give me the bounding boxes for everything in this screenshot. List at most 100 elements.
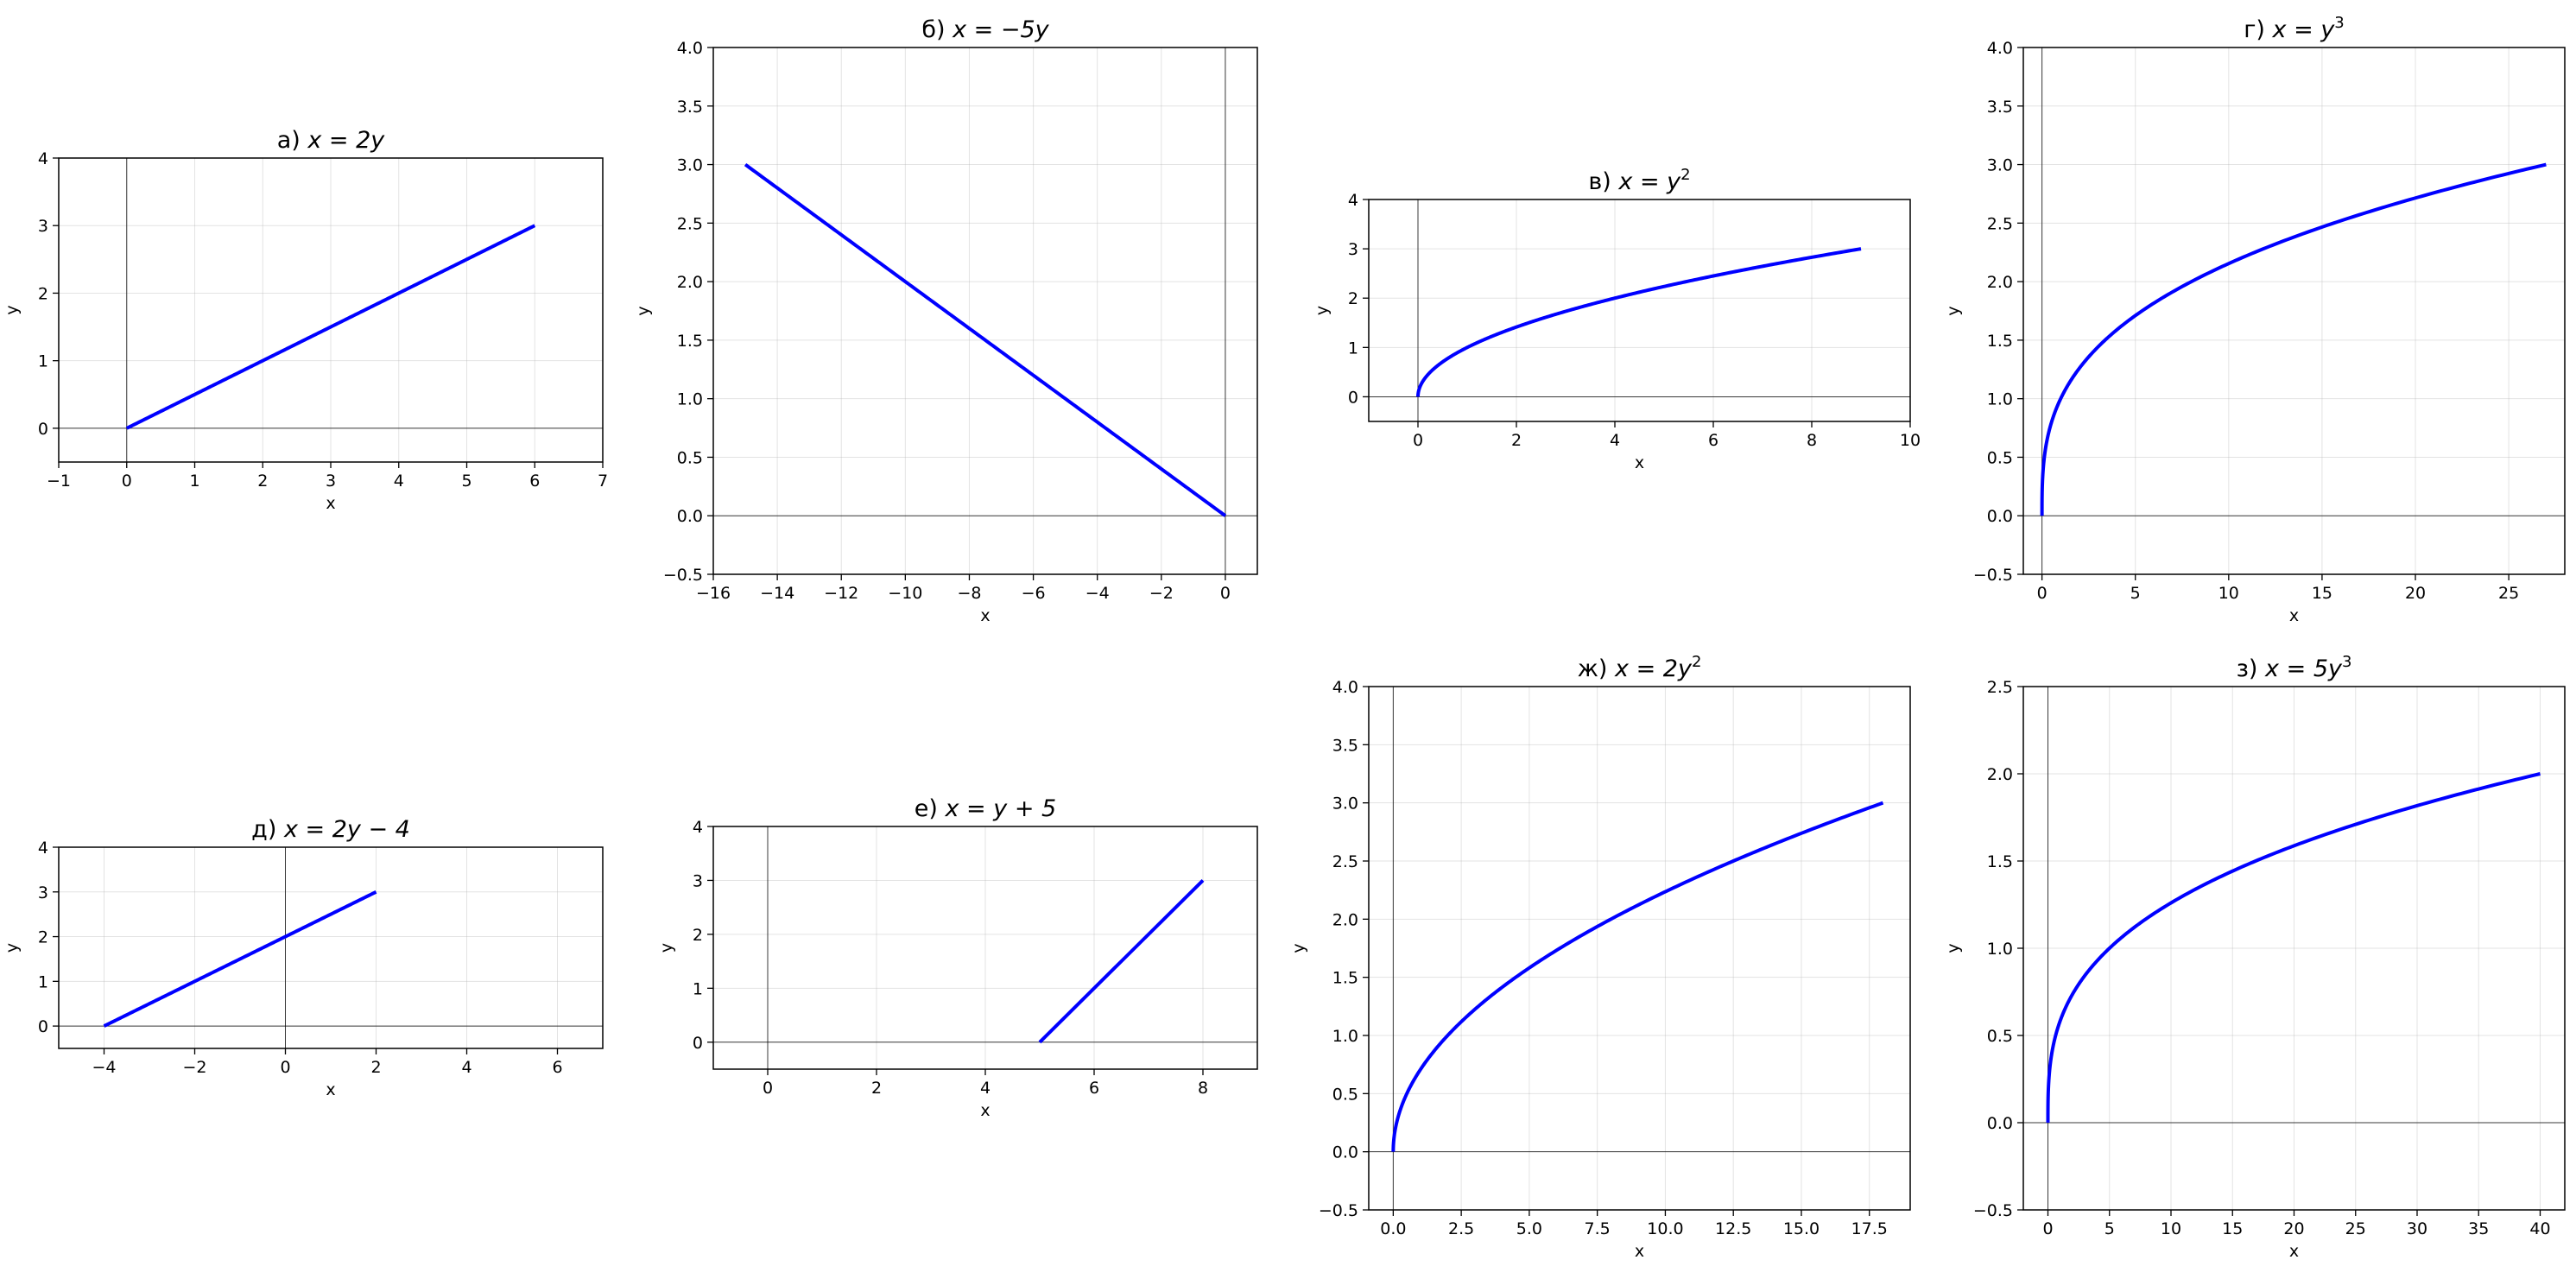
y-tick-label: 3.0 — [1332, 795, 1358, 814]
x-tick-label: 0 — [1220, 584, 1231, 603]
plot-frame — [712, 47, 1258, 575]
y-tick-label: 1.0 — [677, 390, 703, 409]
y-tick-label: −0.5 — [663, 566, 703, 585]
x-tick-label: 10 — [1900, 431, 1921, 450]
y-tick-label: 3 — [38, 883, 48, 902]
x-tick-label: 30 — [2407, 1219, 2427, 1238]
title-math: x = y — [1617, 168, 1681, 195]
x-tick-label: 5 — [2104, 1219, 2115, 1238]
x-tick-label: 2 — [257, 472, 268, 491]
title-math: x = 2y — [1614, 655, 1693, 682]
x-tick-label: 5 — [2130, 584, 2141, 603]
series-line — [1391, 801, 1884, 1152]
y-tick-label: 3.0 — [1987, 156, 2013, 175]
x-axis-label: x — [2289, 606, 2299, 625]
y-tick-label: 2.0 — [1987, 273, 2013, 292]
series-line — [744, 162, 1227, 517]
y-axis-label: y — [657, 943, 676, 953]
x-tick-label: 4 — [980, 1079, 991, 1098]
panel-5: −4 −2 0 2 4 6 0 1 2 3 4 x y д) x = 2y − 4 — [3, 816, 604, 1099]
y-tick-label: 3.5 — [677, 98, 703, 117]
x-tick-label: −4 — [92, 1058, 116, 1077]
y-tick-label: 1.0 — [1987, 390, 2013, 409]
title-prefix: ж) — [1578, 655, 1615, 682]
series-line — [1038, 879, 1205, 1044]
title-exponent: 2 — [1680, 166, 1690, 184]
y-axis-label: y — [1313, 306, 1332, 315]
series-line — [1416, 247, 1862, 397]
y-axis-label: y — [1944, 306, 1963, 315]
y-tick-label: 2 — [693, 926, 703, 945]
title-prefix: б) — [921, 16, 953, 43]
x-tick-label: 10.0 — [1647, 1219, 1683, 1238]
plot-frame — [1368, 199, 1911, 422]
y-tick-label: 1.5 — [1332, 969, 1358, 988]
x-tick-label: 17.5 — [1851, 1219, 1888, 1238]
title-prefix: а) — [277, 127, 308, 154]
y-tick-label: 1 — [38, 352, 48, 371]
x-tick-label: 7.5 — [1585, 1219, 1611, 1238]
panel-6: 0 2 4 6 8 0 1 2 3 4 x y е) x = y + 5 — [657, 795, 1258, 1120]
x-tick-label: −16 — [696, 584, 731, 603]
title-exponent: 2 — [1692, 653, 1701, 671]
y-tick-label: 4 — [1348, 191, 1358, 210]
y-tick-label: 2 — [38, 284, 48, 303]
x-tick-label: 2 — [1511, 431, 1522, 450]
x-tick-label: 25 — [2498, 584, 2519, 603]
y-tick-label: 4 — [38, 839, 48, 858]
y-tick-label: 4.0 — [1332, 678, 1358, 697]
y-tick-label: 0 — [38, 420, 48, 439]
y-tick-label: 2.0 — [1987, 765, 2013, 784]
x-tick-label: −10 — [888, 584, 922, 603]
y-tick-label: 0.5 — [1987, 448, 2013, 467]
y-tick-label: −0.5 — [1319, 1201, 1358, 1220]
y-tick-label: 1.0 — [1332, 1027, 1358, 1046]
panel-4: 0 5 10 15 20 25 −0.5 0.0 0.5 1.0 1.5 2.0 2.5 3.0 3.5 4.… — [1944, 14, 2566, 625]
x-tick-label: 6 — [1708, 431, 1718, 450]
y-tick-label: 2.0 — [1332, 910, 1358, 929]
x-tick-label: 6 — [1089, 1079, 1099, 1098]
x-tick-label: 6 — [529, 472, 540, 491]
title-prefix: е) — [915, 795, 946, 822]
x-tick-label: 12.5 — [1715, 1219, 1751, 1238]
y-tick-label: 2.5 — [1987, 678, 2013, 697]
x-tick-label: 4 — [394, 472, 404, 491]
title-prefix: з) — [2237, 655, 2265, 682]
x-tick-label: 25 — [2345, 1219, 2366, 1238]
plot-frame — [58, 846, 604, 1049]
x-tick-label: −12 — [824, 584, 858, 603]
x-tick-label: −2 — [1149, 584, 1174, 603]
panel-2: −16 −14 −12 −10 −8 −6 −4 −2 0 −0.5 0.0 0.5 1.0 1.5 2.0… — [634, 16, 1258, 625]
title-math: x = 2y − 4 — [283, 816, 410, 843]
x-tick-label: 10 — [2218, 584, 2239, 603]
y-tick-label: 1 — [38, 972, 48, 991]
y-tick-label: 0.5 — [677, 448, 703, 467]
y-tick-label: 1.5 — [677, 332, 703, 351]
chart-title: г) x = y3 — [2244, 14, 2345, 43]
series-line — [125, 224, 536, 430]
title-math: x = −5y — [952, 16, 1050, 43]
y-tick-label: 4 — [693, 818, 703, 837]
y-tick-label: 1.0 — [1987, 940, 2013, 959]
panel-7: 0.0 2.5 5.0 7.5 10.0 12.5 15.0 17.5 −0.5 0.0 0.5 1.… — [1289, 653, 1911, 1261]
y-tick-label: 2.5 — [1987, 214, 2013, 233]
x-axis-label: x — [326, 1080, 335, 1099]
title-prefix: д) — [251, 816, 284, 843]
x-tick-label: 5.0 — [1516, 1219, 1542, 1238]
y-axis-label: y — [3, 943, 22, 953]
x-tick-label: −14 — [760, 584, 794, 603]
plot-frame — [2022, 47, 2566, 575]
x-tick-label: 20 — [2405, 584, 2426, 603]
y-tick-label: 3.5 — [1332, 736, 1358, 755]
x-axis-label: x — [1635, 1242, 1644, 1261]
y-tick-label: 0.0 — [1987, 507, 2013, 526]
y-tick-label: 2.5 — [677, 214, 703, 233]
chart-title: ж) x = 2y2 — [1578, 653, 1702, 682]
x-tick-label: 0 — [763, 1079, 773, 1098]
x-axis-label: x — [326, 494, 335, 513]
x-tick-label: 0 — [1413, 431, 1423, 450]
x-tick-label: 6 — [552, 1058, 562, 1077]
y-tick-label: 0 — [1348, 388, 1358, 407]
series-line — [103, 890, 377, 1028]
